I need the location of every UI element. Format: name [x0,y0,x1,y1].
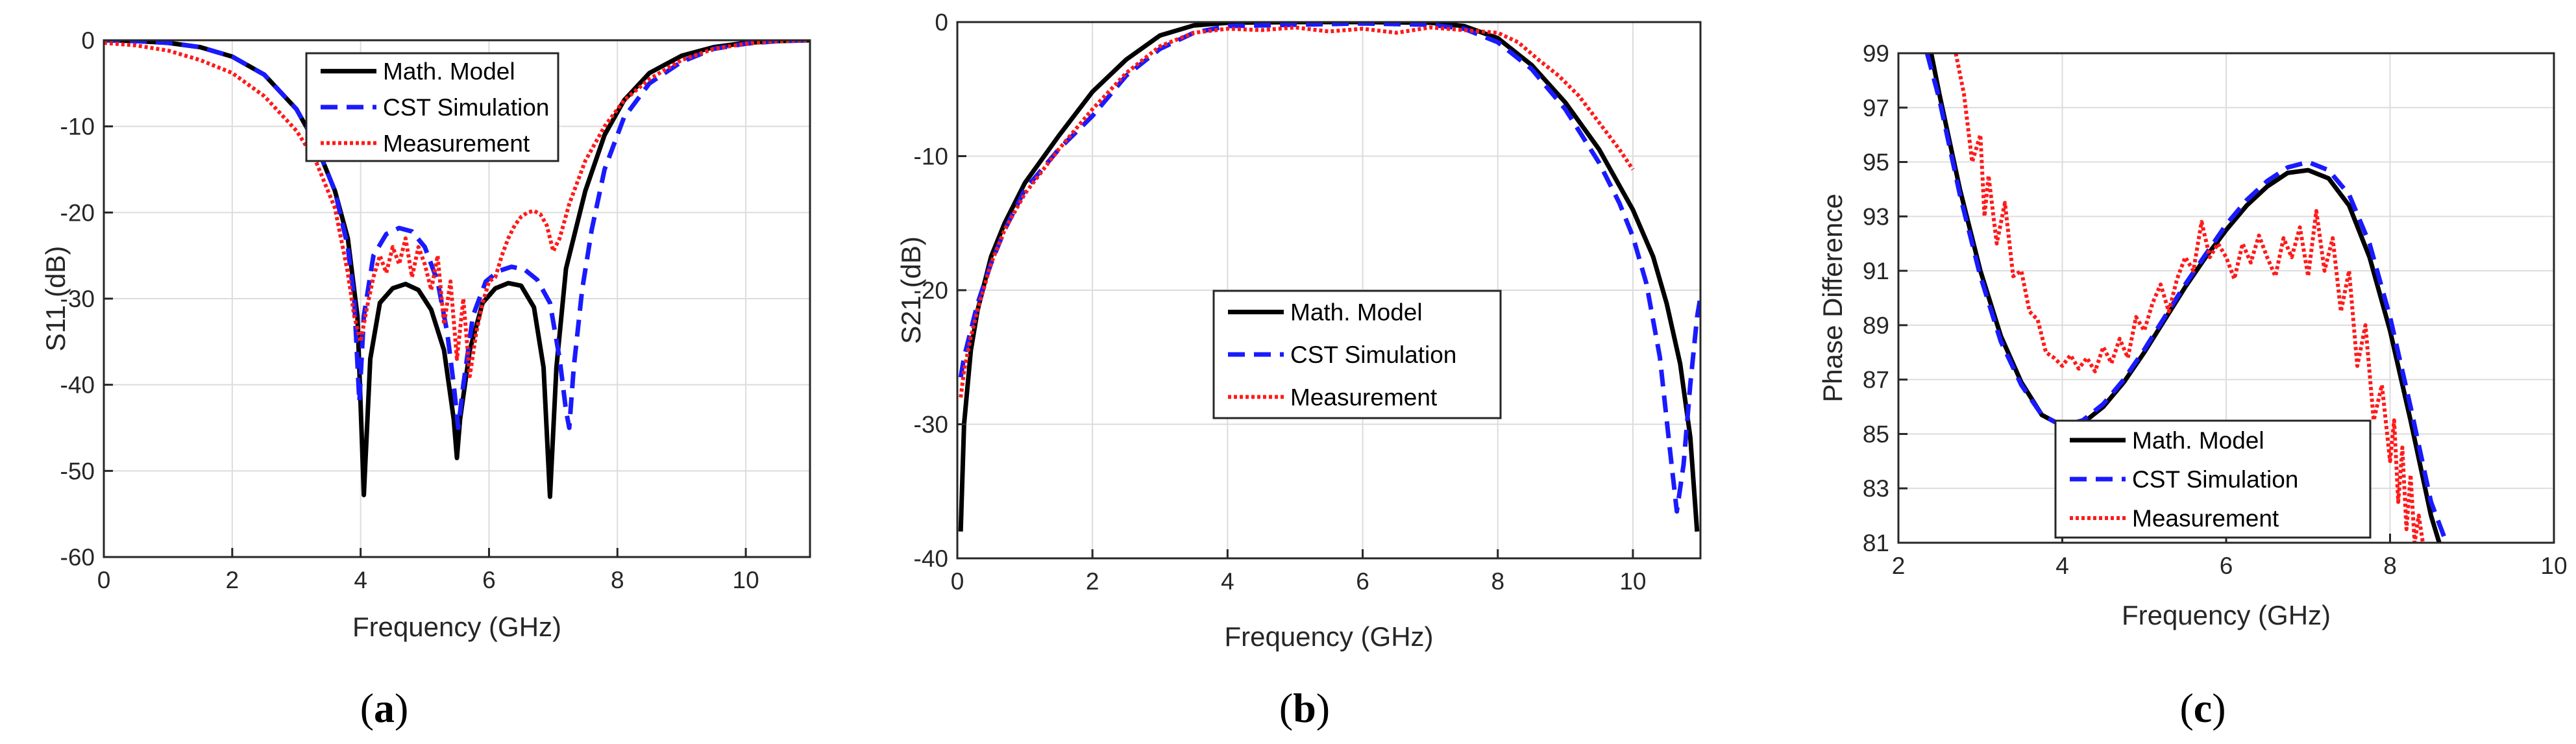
y-tick-label: 95 [1863,149,1889,176]
y-tick-label: -60 [60,544,95,571]
panel-caption: (a) [360,685,409,731]
caption-open-paren: ( [360,685,374,731]
y-tick-label: 83 [1863,475,1889,502]
panel-c-phase-difference: 2 4 6 8 10 81 83 85 87 89 91 93 95 97 99 Frequency (GHz… [1817,40,2568,731]
x-tick-label: 2 [1086,568,1099,595]
legend: Math. Model CST Simulation Measurement [1212,290,1502,419]
y-tick-label: 97 [1863,95,1889,121]
legend-label: Math. Model [2132,427,2264,454]
y-axis-label: S21 (dB) [896,236,926,344]
y-tick-label: 81 [1863,530,1889,556]
series-line-cst-simulation [958,22,1700,514]
caption-letter: a [374,685,395,731]
caption-letter: c [2194,685,2212,731]
x-tick-label: 10 [733,567,759,593]
x-axis-label: Frequency (GHz) [2122,600,2331,630]
y-tick-label: -20 [914,277,948,304]
y-tick-label: 85 [1863,421,1889,447]
y-tick-label: 0 [81,27,95,54]
x-tick-label: 4 [1221,568,1234,595]
y-tick-label: 87 [1863,367,1889,393]
caption-open-paren: ( [2179,685,2193,731]
x-tick-label: 0 [97,567,111,593]
x-tick-label: 6 [482,567,496,593]
series-line-measurement [1954,53,2425,543]
y-tick-label: 93 [1863,203,1889,230]
x-tick-label: 8 [1491,568,1504,595]
caption-close-paren: ) [1316,685,1330,731]
legend-label: Measurement [2132,505,2279,532]
y-tick-label: -10 [60,114,95,140]
x-tick-label: 4 [2055,552,2069,579]
legend-label: Math. Model [383,58,515,85]
y-tick-label: -20 [60,199,95,226]
caption-letter: b [1293,685,1316,731]
y-tick-label: -40 [914,545,948,572]
legend-label: CST Simulation [2132,466,2298,493]
y-axis-label: S11 (dB) [40,246,71,352]
panel-a-s11: 0 2 4 6 8 10 -60 -50 -40 -30 -20 -10 0 Frequency (GHz… [40,27,811,731]
x-tick-label: 2 [1892,552,1906,579]
legend: Math. Model CST Simulation Measurement [305,52,559,162]
x-axis-label: Frequency (GHz) [1224,621,1433,652]
caption-close-paren: ) [2212,685,2226,731]
legend-label: Measurement [1290,384,1438,410]
panel-b-s21: 0 2 4 6 8 10 -40 -30 -20 -10 0 Frequency (GHz) S21 (… [896,9,1702,731]
legend-label: Math. Model [1290,299,1423,326]
y-tick-label: -50 [60,458,95,484]
legend: Math. Model CST Simulation Measurement [2054,419,2372,539]
legend-label: Measurement [383,130,530,156]
y-tick-label: -10 [914,143,948,170]
y-tick-label: 91 [1863,258,1889,284]
y-tick-label: 0 [935,9,948,36]
x-tick-label: 4 [354,567,367,593]
series-line-cst-simulation [1924,53,2449,543]
legend-label: CST Simulation [383,94,549,121]
y-tick-label: 99 [1863,40,1889,67]
y-tick-label: -30 [60,286,95,312]
x-tick-label: 6 [1356,568,1369,595]
x-tick-label: 6 [2220,552,2233,579]
y-axis-label: Phase Difference [1817,193,1848,402]
x-tick-label: 10 [1619,568,1646,595]
caption-open-paren: ( [1279,685,1293,731]
x-tick-label: 8 [611,567,624,593]
panel-caption: (c) [2179,685,2226,731]
x-axis-label: Frequency (GHz) [352,612,561,642]
series-line-measurement [959,25,1635,398]
caption-close-paren: ) [395,685,408,731]
panel-caption: (b) [1279,685,1330,731]
y-tick-label: -30 [914,412,948,438]
y-tick-label: -40 [60,372,95,399]
x-tick-label: 0 [951,568,964,595]
series-line-math-model [1929,53,2442,543]
series-line-measurement [104,40,810,378]
series-line-math-model [958,22,1700,532]
x-tick-label: 8 [2383,552,2397,579]
x-tick-label: 2 [226,567,239,593]
legend-label: CST Simulation [1290,341,1456,368]
x-tick-label: 10 [2540,552,2567,579]
y-tick-label: 89 [1863,312,1889,339]
